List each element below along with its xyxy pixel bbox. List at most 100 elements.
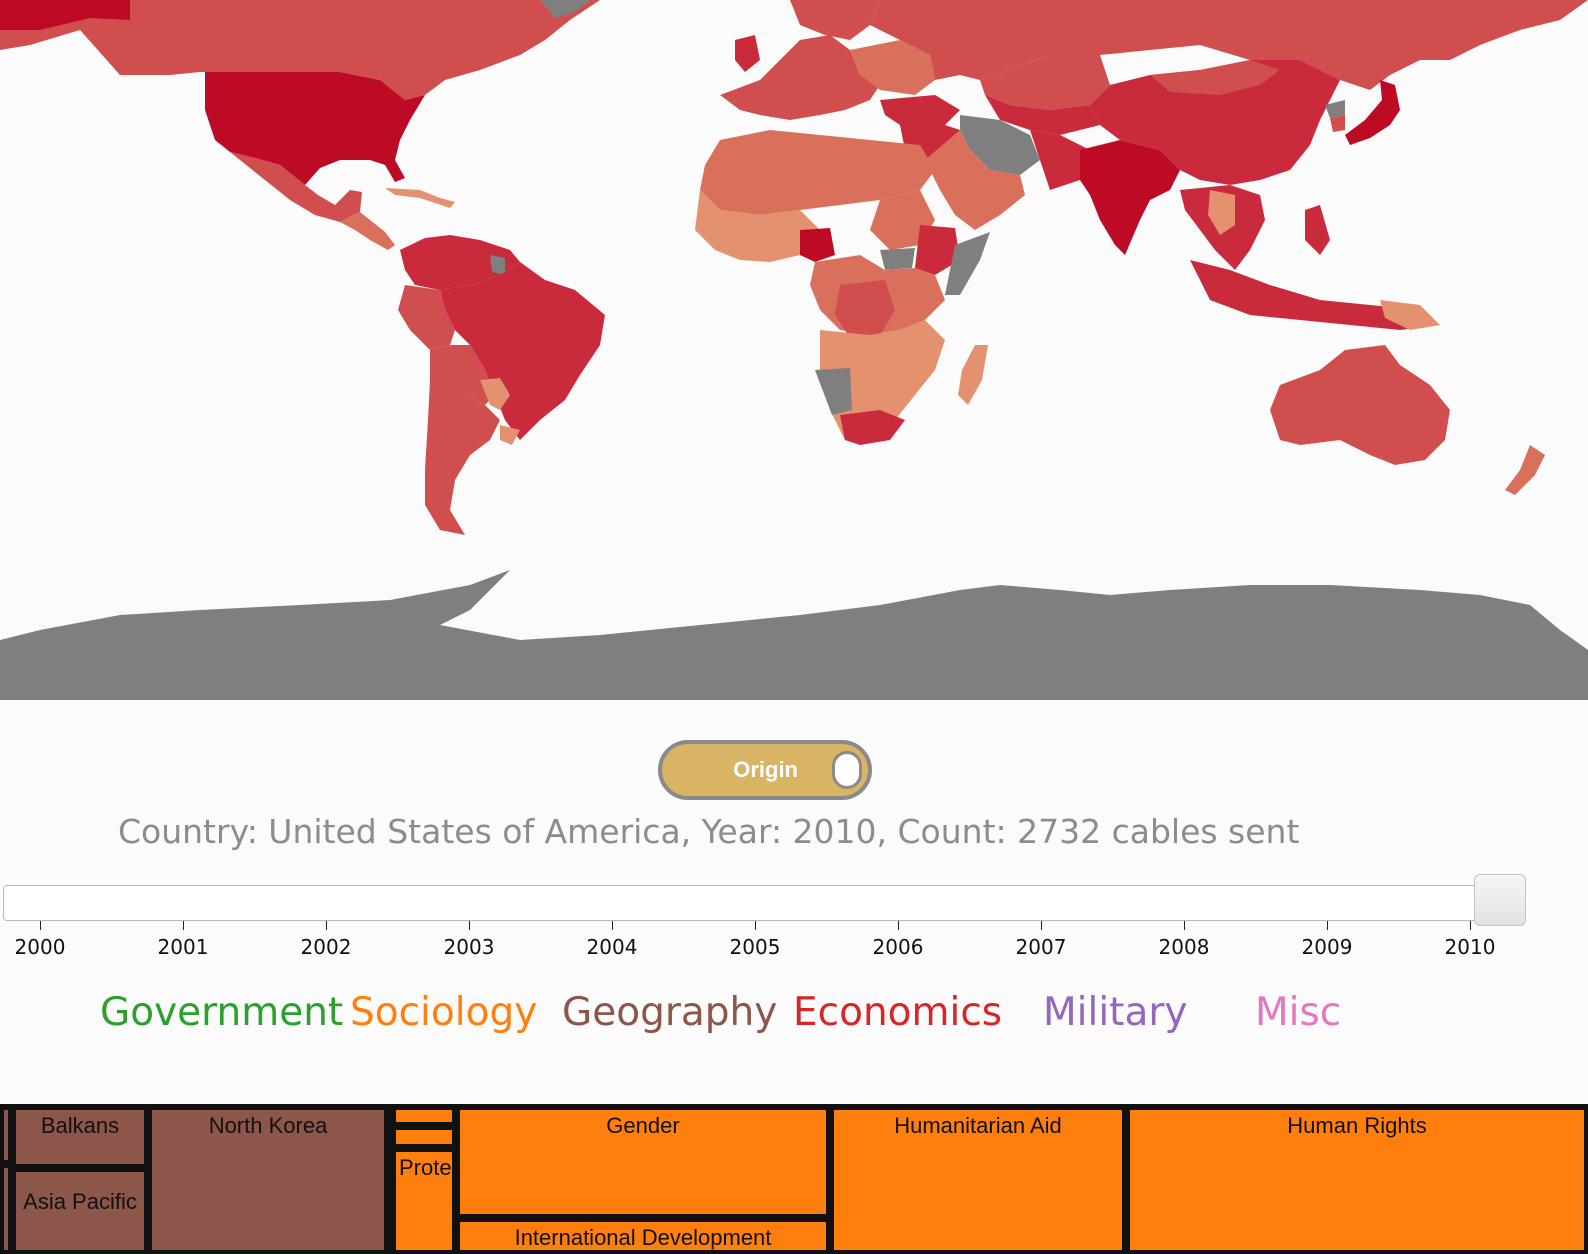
- country-greenland[interactable]: [540, 0, 590, 18]
- legend-item-sociology[interactable]: Sociology: [350, 990, 538, 1035]
- country-somalia[interactable]: [945, 232, 990, 295]
- country-central-asia[interactable]: [985, 95, 1100, 135]
- legend-item-economics[interactable]: Economics: [793, 990, 1003, 1035]
- country-drc[interactable]: [835, 280, 895, 338]
- slider-tick-label: 2009: [1301, 935, 1353, 959]
- treemap-cell-label: [393, 1107, 455, 1113]
- legend-item-military[interactable]: Military: [1043, 990, 1188, 1035]
- treemap-cell-label: [393, 1127, 455, 1133]
- treemap-cell-label: International Development: [514, 1225, 772, 1250]
- country-sudan[interactable]: [870, 190, 935, 250]
- country-nigeria[interactable]: [800, 228, 835, 262]
- country-south-sudan[interactable]: [880, 248, 915, 270]
- country-north-africa[interactable]: [700, 130, 935, 215]
- country-paraguay[interactable]: [480, 378, 510, 410]
- treemap-cell-north-korea[interactable]: North Korea: [148, 1106, 388, 1254]
- year-slider-handle[interactable]: [1474, 874, 1526, 926]
- country-peru[interactable]: [398, 285, 455, 350]
- treemap-cell-label: [1, 1107, 11, 1113]
- treemap-cell-label: North Korea: [208, 1113, 328, 1138]
- country-indonesia[interactable]: [1190, 260, 1440, 330]
- slider-tick: [183, 921, 184, 930]
- treemap-cell[interactable]: [0, 1106, 12, 1164]
- country-scandinavia[interactable]: [790, 0, 880, 40]
- country-united-states[interactable]: [205, 72, 425, 185]
- country-pakistan-afghanistan[interactable]: [1030, 130, 1090, 190]
- country-argentina-chile[interactable]: [425, 345, 500, 535]
- country-turkey[interactable]: [880, 95, 960, 125]
- country-guiana-no-data[interactable]: [490, 255, 505, 275]
- toggle-label: Origin: [733, 757, 798, 782]
- country-caribbean[interactable]: [385, 188, 455, 208]
- country-india[interactable]: [1080, 140, 1180, 255]
- country-kazakhstan[interactable]: [980, 55, 1110, 110]
- slider-tick: [1184, 921, 1185, 930]
- treemap-cell-label: [1, 1165, 11, 1171]
- country-north-korea[interactable]: [1325, 100, 1345, 118]
- country-uruguay[interactable]: [500, 425, 520, 445]
- treemap-cell[interactable]: [392, 1126, 456, 1148]
- country-alaska[interactable]: [0, 0, 130, 30]
- origin-toggle-switch[interactable]: Origin: [658, 740, 872, 800]
- country-colombia-venezuela[interactable]: [400, 235, 520, 290]
- country-japan[interactable]: [1345, 80, 1400, 145]
- treemap-cell-label: Gender: [606, 1113, 680, 1138]
- country-central-america[interactable]: [340, 212, 395, 250]
- treemap-cell-label: Human Rights: [1287, 1113, 1427, 1138]
- country-china[interactable]: [1090, 60, 1340, 185]
- country-canada[interactable]: [0, 0, 600, 100]
- treemap-cell-gender[interactable]: Gender: [456, 1106, 830, 1218]
- world-choropleth-map[interactable]: [0, 0, 1588, 700]
- treemap-cell-human-rights[interactable]: Human Rights: [1126, 1106, 1588, 1254]
- slider-tick: [1041, 921, 1042, 930]
- map-svg[interactable]: [0, 0, 1588, 700]
- country-mongolia[interactable]: [1150, 60, 1280, 95]
- legend-item-geography[interactable]: Geography: [562, 990, 778, 1035]
- toggle-knob[interactable]: [832, 751, 862, 789]
- country-russia[interactable]: [870, 0, 1588, 90]
- year-slider-axis: 2000 2001 2002 2003 2004 2005 2006 2007 2008 2009…: [0, 921, 1588, 971]
- slider-tick: [326, 921, 327, 930]
- country-brazil[interactable]: [440, 262, 605, 440]
- selection-status-text: Country: United States of America, Year:…: [118, 812, 1300, 851]
- treemap-cell-humanitarian-aid[interactable]: Humanitarian Aid: [830, 1106, 1126, 1254]
- legend-item-government[interactable]: Government: [100, 990, 344, 1035]
- country-arabia[interactable]: [920, 130, 1025, 230]
- slider-tick-label: 2001: [157, 935, 209, 959]
- legend-item-misc[interactable]: Misc: [1255, 990, 1342, 1035]
- country-uk[interactable]: [735, 35, 760, 72]
- treemap-cell-label: Asia Pacific: [23, 1189, 137, 1214]
- country-ethiopia[interactable]: [915, 225, 960, 275]
- country-australia[interactable]: [1270, 345, 1450, 465]
- treemap-cell[interactable]: [0, 1164, 12, 1254]
- country-eastern-europe[interactable]: [850, 40, 935, 95]
- slider-tick-label: 2005: [729, 935, 781, 959]
- country-europe-west[interactable]: [720, 35, 880, 120]
- country-bolivia-paraguay[interactable]: [450, 345, 495, 405]
- country-madagascar[interactable]: [958, 345, 988, 405]
- country-thailand[interactable]: [1208, 190, 1235, 235]
- treemap-cell[interactable]: [392, 1106, 456, 1126]
- country-namibia[interactable]: [815, 368, 852, 415]
- country-mexico[interactable]: [230, 152, 362, 222]
- category-legend: Government Sociology Geography Economics…: [0, 990, 1588, 1050]
- slider-tick-label: 2010: [1444, 935, 1496, 959]
- slider-tick: [612, 921, 613, 930]
- year-slider-track[interactable]: [3, 885, 1508, 921]
- slider-tick-label: 2002: [300, 935, 352, 959]
- treemap-cell-balkans[interactable]: Balkans: [12, 1106, 148, 1168]
- topic-treemap: Balkans Asia Pacific North Korea Prote G…: [0, 1104, 1588, 1254]
- treemap-cell-international-development[interactable]: International Development: [456, 1218, 830, 1254]
- country-new-zealand[interactable]: [1505, 445, 1545, 495]
- slider-tick: [469, 921, 470, 930]
- country-png[interactable]: [1380, 300, 1440, 330]
- country-south-africa[interactable]: [840, 410, 905, 445]
- slider-tick: [40, 921, 41, 930]
- country-west-africa[interactable]: [695, 190, 820, 262]
- country-south-korea[interactable]: [1330, 115, 1345, 132]
- country-antarctica[interactable]: [0, 570, 1588, 700]
- country-philippines[interactable]: [1305, 205, 1330, 255]
- treemap-cell-prote[interactable]: Prote: [392, 1148, 456, 1254]
- treemap-cell-asia-pacific[interactable]: Asia Pacific: [12, 1168, 148, 1254]
- slider-tick-label: 2004: [586, 935, 638, 959]
